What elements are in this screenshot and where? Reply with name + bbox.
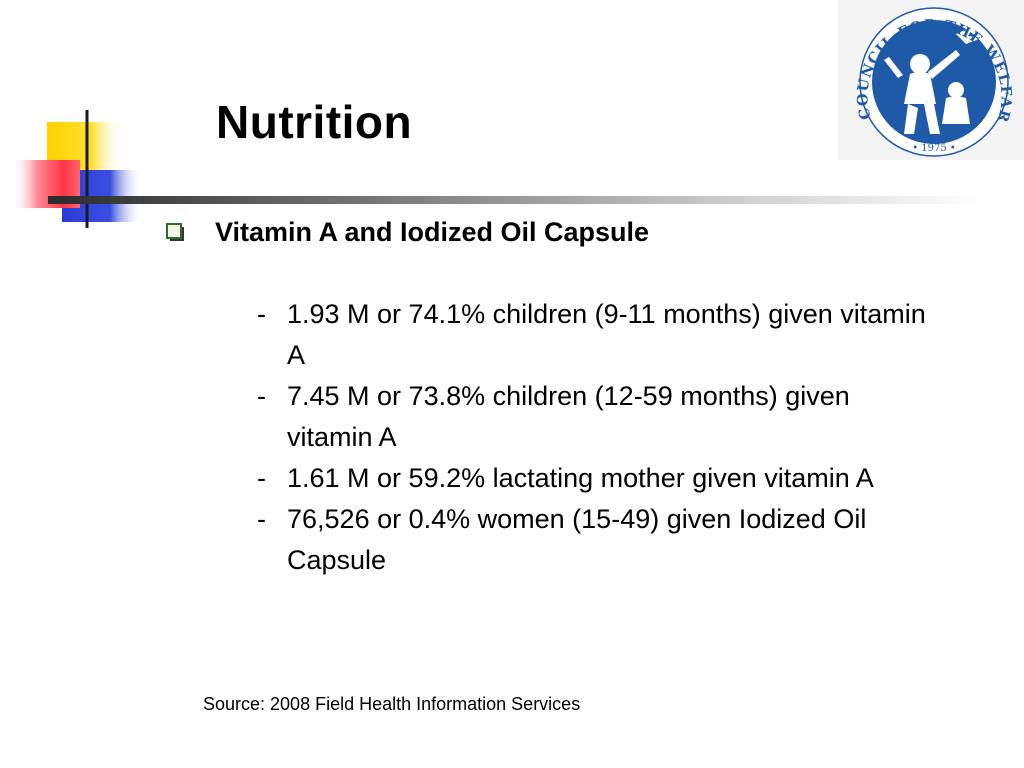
list-item-text: 1.61 M or 59.2% lactating mother given v…: [287, 463, 874, 493]
list-item-text: 76,526 or 0.4% women (15-49) given Iodiz…: [287, 504, 867, 575]
page-title: Nutrition: [216, 96, 413, 148]
corner-decoration: [14, 110, 160, 228]
title-underline: [48, 196, 978, 204]
logo-year: • 1975 •: [912, 143, 956, 154]
bullet-heading-row: Vitamin A and Iodized Oil Capsule: [165, 214, 649, 250]
dash-marker: -: [257, 381, 266, 411]
dash-marker: -: [257, 504, 266, 534]
list-item: - 76,526 or 0.4% women (15-49) given Iod…: [257, 499, 927, 581]
list-item: - 1.93 M or 74.1% children (9-11 months)…: [257, 294, 927, 376]
dove-icon: [956, 26, 982, 44]
list-item-text: 1.93 M or 74.1% children (9-11 months) g…: [287, 299, 926, 370]
list-item-text: 7.45 M or 73.8% children (12-59 months) …: [287, 381, 850, 452]
stats-list: - 1.93 M or 74.1% children (9-11 months)…: [257, 294, 927, 581]
source-note: Source: 2008 Field Health Information Se…: [203, 694, 581, 714]
checkbox-square-icon: [166, 223, 184, 241]
list-item: - 7.45 M or 73.8% children (12-59 months…: [257, 376, 927, 458]
cwc-logo: COUNCIL FOR THE WELFARE OF CHILDREN • 19…: [838, 0, 1024, 160]
bullet-heading: Vitamin A and Iodized Oil Capsule: [215, 217, 650, 247]
dash-marker: -: [257, 463, 266, 493]
dash-marker: -: [257, 299, 266, 329]
list-item: - 1.61 M or 59.2% lactating mother given…: [257, 458, 927, 499]
